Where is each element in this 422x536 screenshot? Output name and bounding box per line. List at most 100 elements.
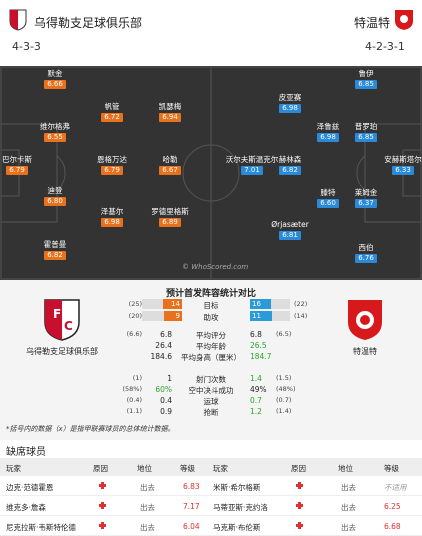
away-player[interactable]: 泽鲁兹 6.98 [298, 122, 358, 142]
home-league-value: (58%) [122, 385, 142, 393]
away-absent-player[interactable]: 马蒂亚斯·克约洛 [213, 503, 268, 512]
player-name[interactable]: 迪登 [47, 186, 63, 195]
player-name[interactable]: 安赫斯塔尔 [384, 155, 422, 164]
stat-label: 平均评分 [196, 331, 226, 340]
player-name[interactable]: 默金 [47, 69, 63, 78]
stat-row: 26.4 平均年龄 26.5 [0, 341, 422, 353]
home-absent-rating: 7.17 [183, 502, 200, 511]
away-player[interactable]: 赫林森 6.82 [260, 155, 320, 175]
away-absent-player[interactable]: 米斯·希尔格斯 [213, 483, 261, 492]
home-player[interactable]: 哈勒 6.67 [140, 155, 200, 175]
player-rating: 7.01 [241, 166, 263, 175]
stat-label: 助攻 [203, 313, 219, 322]
home-league-value: (1) [132, 374, 142, 382]
player-name[interactable]: 恩格万达 [97, 155, 127, 164]
home-stat-value: 1 [167, 374, 172, 383]
home-team-name[interactable]: 乌得勒支足球俱乐部 [34, 16, 143, 30]
home-player[interactable]: 巴尔卡斯 6.79 [0, 155, 47, 175]
player-rating: 6.98 [101, 218, 123, 227]
player-name[interactable]: Ørjasæter [271, 220, 309, 229]
absent-row: 边克·范德霍恩 出去 6.83 米斯·希尔格斯 出去 不适用 [0, 477, 422, 496]
player-name[interactable]: 哈勒 [162, 155, 178, 164]
player-rating: 6.89 [159, 218, 181, 227]
player-rating: 6.55 [44, 133, 66, 142]
player-name[interactable]: 维尔格弗 [40, 122, 70, 131]
home-player[interactable]: 霍普曼 6.82 [25, 240, 85, 260]
away-league-value: (1.5) [276, 374, 292, 382]
stat-label: 射门次数 [196, 375, 226, 384]
player-name[interactable]: 西伯 [358, 243, 374, 252]
player-name[interactable]: 鲁伊 [358, 69, 374, 78]
player-name[interactable]: 凯瑟梅 [158, 102, 182, 111]
home-stat-value: 0.9 [160, 407, 172, 416]
formation-pitch: 默金 6.66 帆管 6.72 凯瑟梅 6.94 维尔格弗 6.55 巴尔卡斯 6.79 恩格万达 6… [0, 66, 422, 280]
away-league-value: (14) [294, 312, 308, 320]
away-absent-player[interactable]: 马克斯·布伦斯 [213, 523, 261, 532]
player-rating: 6.79 [6, 166, 28, 175]
away-stat-value: 26.5 [250, 341, 267, 350]
away-player[interactable]: 安赫斯塔尔 6.33 [373, 155, 422, 175]
away-player[interactable]: 沃尔夫斯温克尔 7.01 [222, 155, 282, 175]
home-absent-rating: 6.83 [183, 482, 200, 491]
home-absent-player[interactable]: 尼克拉斯·韦斯特伦德 [6, 523, 76, 532]
home-player[interactable]: 罗德里格斯 6.89 [140, 207, 200, 227]
player-name[interactable]: 霍普曼 [43, 240, 67, 249]
player-name[interactable]: 巴尔卡斯 [2, 155, 32, 164]
absent-row: 尼克拉斯·韦斯特伦德 出去 6.04 马克斯·布伦斯 出去 6.68 [0, 517, 422, 536]
player-name[interactable]: 普罗珀 [354, 122, 378, 131]
injury-cross-icon [296, 482, 303, 489]
away-stat-value: 184.7 [250, 352, 272, 361]
player-name[interactable]: 沃尔夫斯温克尔 [225, 155, 279, 164]
stat-row: (0.4) 0.4 运球 0.7 (0.7) [0, 396, 422, 408]
stats-home-team: 乌得勒支足球俱乐部 [26, 347, 98, 356]
home-bar-fill: 14 [163, 299, 182, 309]
away-bar-fill: 11 [250, 311, 272, 321]
away-league-value: (48%) [276, 385, 296, 393]
away-player[interactable]: 莱姆金 6.37 [336, 188, 396, 208]
away-bar-fill: 16 [250, 299, 271, 309]
player-rating: 6.82 [44, 251, 66, 260]
away-player[interactable]: Ørjasæter 6.81 [260, 220, 320, 240]
home-player[interactable]: 默金 6.66 [25, 69, 85, 89]
player-rating: 6.80 [44, 197, 66, 206]
home-league-value: (0.4) [126, 396, 142, 404]
header-player: 玩家 [6, 464, 21, 473]
player-name[interactable]: 罗德里格斯 [151, 207, 189, 216]
away-player[interactable]: 鲁伊 6.85 [336, 69, 396, 89]
home-player[interactable]: 凯瑟梅 6.94 [140, 102, 200, 122]
away-bar-track: 11 [250, 311, 290, 321]
stat-row: (1) 1 射门次数 1.4 (1.5) [0, 374, 422, 386]
away-player[interactable]: 滕特 6.60 [298, 188, 358, 208]
header-player-away: 玩家 [213, 464, 228, 473]
away-player[interactable]: 皮亚赛 6.98 [260, 93, 320, 113]
home-player[interactable]: 维尔格弗 6.55 [25, 122, 85, 142]
player-rating: 6.98 [317, 133, 339, 142]
player-name[interactable]: 莱姆金 [354, 188, 378, 197]
header-reason: 原因 [93, 464, 108, 473]
injury-cross-icon [99, 482, 106, 489]
home-player[interactable]: 帆管 6.72 [82, 102, 142, 122]
home-absent-status: 出去 [140, 523, 155, 532]
player-name[interactable]: 泽鲁兹 [316, 122, 340, 131]
player-name[interactable]: 帆管 [104, 102, 120, 111]
home-league-value: (1.1) [126, 407, 142, 415]
home-stat-value: 6.8 [160, 330, 172, 339]
player-rating: 6.79 [101, 166, 123, 175]
home-absent-player[interactable]: 边克·范德霍恩 [6, 483, 54, 492]
player-name[interactable]: 皮亚赛 [278, 93, 302, 102]
away-player[interactable]: 西伯 6.76 [336, 243, 396, 263]
stat-bar-row: (20) 9 助攻 11 (14) [0, 311, 422, 323]
away-team-name[interactable]: 特温特 [354, 16, 391, 30]
player-name[interactable]: 赫林森 [278, 155, 302, 164]
home-absent-player[interactable]: 维克多·詹森 [6, 503, 46, 512]
player-name[interactable]: 滕特 [320, 188, 336, 197]
away-formation: 4-2-3-1 [365, 40, 405, 53]
player-name[interactable]: 泽基尔 [100, 207, 124, 216]
home-player[interactable]: 恩格万达 6.79 [82, 155, 142, 175]
home-player[interactable]: 迪登 6.80 [25, 186, 85, 206]
away-player[interactable]: 普罗珀 6.85 [336, 122, 396, 142]
player-rating: 6.81 [279, 231, 301, 240]
player-rating: 6.60 [317, 199, 339, 208]
away-stat-value: 0.7 [250, 396, 262, 405]
home-player[interactable]: 泽基尔 6.98 [82, 207, 142, 227]
